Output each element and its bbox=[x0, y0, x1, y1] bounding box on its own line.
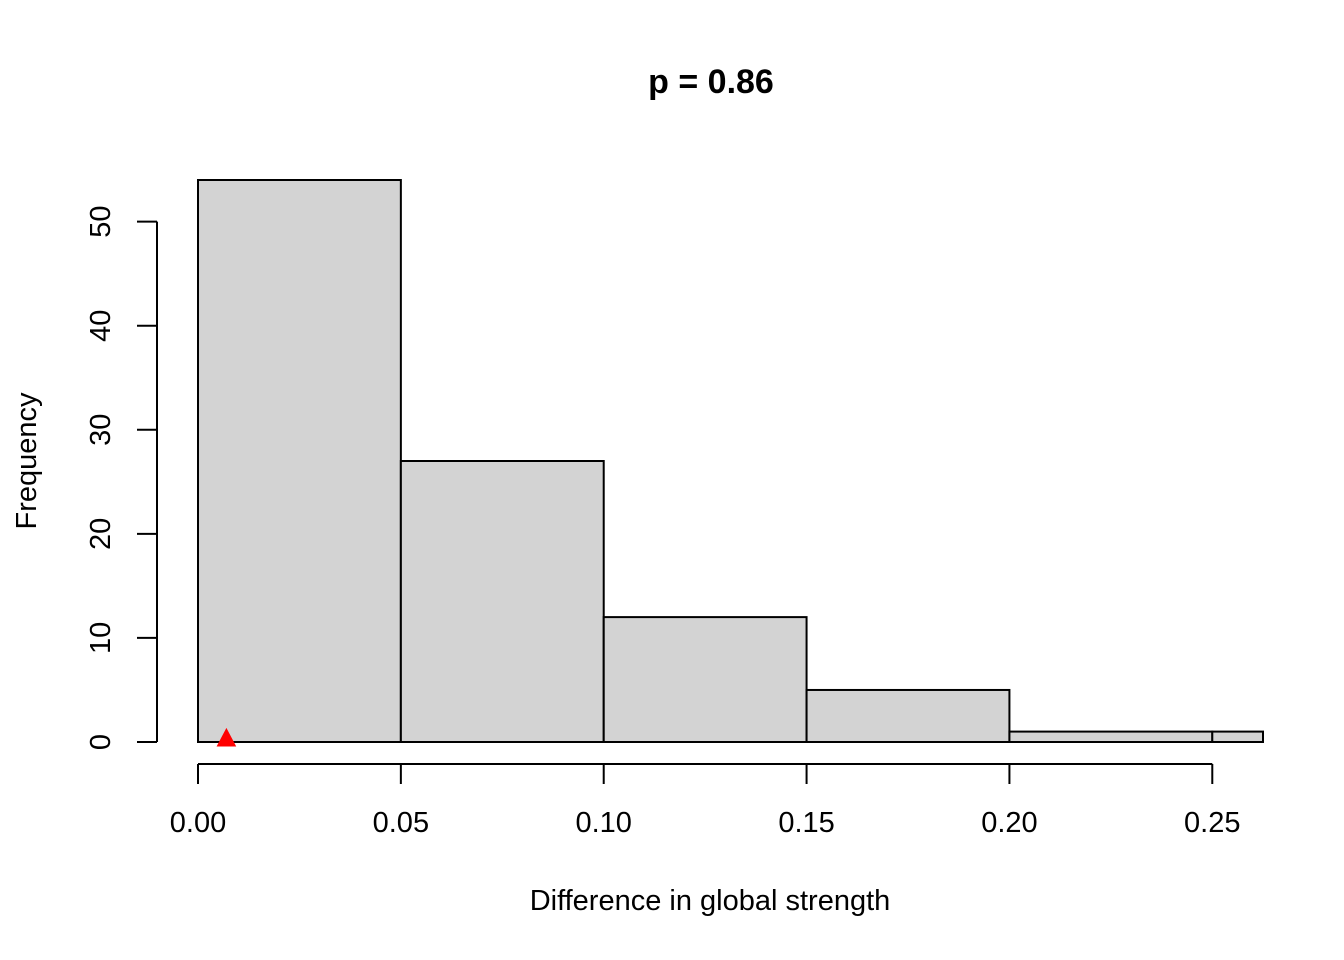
histogram-bar bbox=[1008, 730, 1214, 743]
chart-title: p = 0.86 bbox=[648, 63, 774, 101]
histogram-bar bbox=[399, 460, 605, 743]
histogram-bar bbox=[1211, 730, 1265, 743]
y-tick-label: 50 bbox=[85, 205, 117, 237]
y-axis: 0 10 20 30 40 50 bbox=[85, 205, 158, 750]
histogram-bar bbox=[197, 179, 402, 743]
x-tick-label: 0.10 bbox=[575, 807, 631, 839]
y-axis-label: Frequency bbox=[11, 392, 43, 530]
marker-layer bbox=[216, 727, 237, 747]
bars-group bbox=[197, 179, 1265, 743]
y-tick-label: 20 bbox=[85, 518, 117, 550]
x-tick-label: 0.05 bbox=[373, 807, 429, 839]
y-tick-label: 0 bbox=[85, 734, 117, 750]
histogram-bar bbox=[602, 616, 808, 743]
x-axis: 0.00 0.05 0.10 0.15 0.20 0.25 bbox=[170, 763, 1241, 839]
observed-value-marker bbox=[216, 727, 237, 747]
x-axis-label: Difference in global strength bbox=[530, 885, 891, 917]
y-tick-label: 30 bbox=[85, 414, 117, 446]
y-tick-label: 10 bbox=[85, 622, 117, 654]
x-tick-label: 0.00 bbox=[170, 807, 226, 839]
histogram-bar bbox=[805, 688, 1011, 743]
x-tick-label: 0.15 bbox=[778, 807, 834, 839]
x-tick-label: 0.25 bbox=[1184, 807, 1240, 839]
y-tick-label: 40 bbox=[85, 310, 117, 342]
x-tick-label: 0.20 bbox=[981, 807, 1037, 839]
